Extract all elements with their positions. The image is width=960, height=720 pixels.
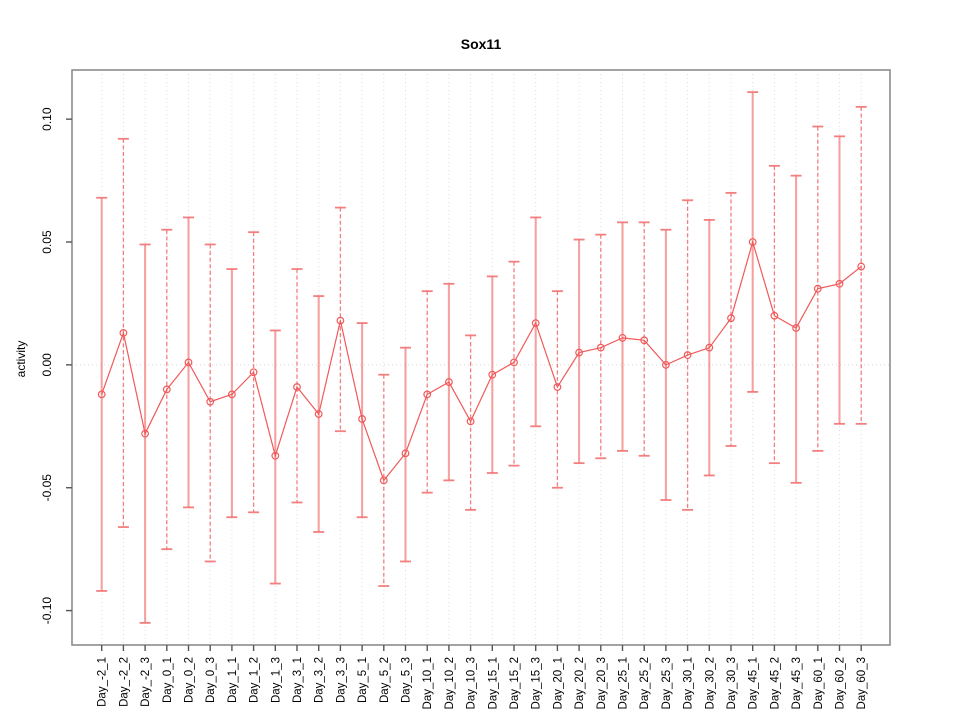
x-tick-label: Day_10_2	[444, 657, 456, 709]
x-tick-label: Day_0_1	[162, 657, 174, 703]
x-tick-label: Day_15_3	[531, 657, 543, 709]
x-tick-label: Day_45_1	[748, 657, 760, 709]
x-tick-label: Day_3_2	[314, 657, 326, 703]
x-tick-label: Day_15_2	[509, 657, 521, 709]
data-point	[358, 415, 367, 423]
x-tick-label: Day_60_2	[835, 657, 847, 709]
x-tick-label: Day_45_2	[769, 657, 781, 709]
data-point	[97, 390, 106, 399]
data-point	[662, 360, 670, 369]
data-point	[553, 383, 562, 391]
error-bars	[96, 91, 867, 624]
data-point	[792, 324, 800, 332]
data-point	[271, 451, 280, 460]
data-point	[227, 390, 236, 399]
data-point	[379, 476, 388, 485]
x-tick-label: Day_5_3	[401, 657, 413, 703]
x-tick-label: Day_30_1	[683, 657, 695, 709]
data-point	[336, 316, 345, 325]
series-line	[101, 239, 862, 482]
data-point	[423, 390, 432, 399]
data-point	[488, 370, 497, 379]
data-point	[466, 417, 475, 426]
x-tick-label: Day_20_2	[574, 657, 586, 709]
data-point	[401, 449, 410, 458]
x-tick-label: Day_3_3	[335, 657, 347, 703]
data-point	[748, 238, 757, 246]
x-tick-label: Day_20_1	[552, 657, 564, 709]
x-tick-label: Day_10_1	[422, 657, 434, 709]
x-tick-label: Day_25_3	[661, 657, 673, 709]
data-point	[162, 385, 171, 394]
x-tick-label: Day_20_3	[596, 657, 608, 709]
x-tick-label: Day_0_3	[205, 657, 217, 703]
x-tick-label: Day_-2_3	[140, 657, 152, 707]
x-tick-label: Day_1_2	[249, 657, 261, 703]
x-tick-label: Day_-2_2	[118, 657, 130, 707]
x-tick-label: Day_3_1	[292, 657, 304, 703]
x-tick-label: Day_30_2	[704, 657, 716, 709]
data-point	[705, 343, 714, 352]
data-point	[575, 348, 583, 357]
x-tick-label: Day_5_1	[357, 657, 369, 703]
data-point	[293, 383, 301, 391]
data-point	[835, 279, 844, 288]
x-tick-label: Day_60_3	[856, 657, 868, 709]
x-axis: Day_-2_1 Day_-2_2 Day_-2_3 Day_0_1 Day_0_2 Da…	[97, 645, 868, 709]
data-point	[640, 336, 649, 345]
gridlines	[72, 70, 890, 645]
x-tick-label: Day_45_3	[791, 657, 803, 709]
x-tick-label: Day_-2_1	[97, 657, 109, 707]
data-point	[119, 329, 128, 337]
x-tick-label: Day_30_3	[726, 657, 738, 709]
data-point	[683, 351, 692, 359]
data-point	[531, 319, 540, 327]
y-tick-label: -0.10	[40, 597, 54, 625]
y-tick-label: 0.10	[40, 107, 54, 131]
x-tick-label: Day_25_2	[639, 657, 651, 709]
data-point	[770, 311, 779, 320]
x-tick-label: Day_1_3	[270, 657, 282, 703]
data-point	[857, 262, 866, 271]
x-tick-label: Day_1_1	[227, 657, 239, 703]
data-points	[97, 238, 866, 485]
plot-frame	[71, 69, 891, 646]
x-tick-label: Day_0_2	[184, 657, 196, 703]
data-point	[618, 333, 627, 342]
data-point	[596, 343, 605, 352]
chart-title: Sox11	[460, 36, 502, 52]
x-tick-label: Day_5_2	[379, 657, 391, 703]
data-point	[813, 284, 822, 293]
data-point	[510, 358, 518, 367]
data-point	[249, 368, 258, 377]
data-point	[206, 397, 215, 406]
data-point	[184, 358, 193, 367]
data-point	[314, 410, 323, 418]
data-point	[141, 429, 150, 438]
y-axis: -0.10 -0.05 0.00 0.05 0.10	[40, 107, 72, 624]
data-point	[445, 378, 453, 386]
x-tick-label: Day_10_3	[466, 657, 478, 709]
x-tick-label: Day_15_1	[487, 657, 499, 709]
y-tick-label: 0.05	[40, 230, 54, 254]
y-tick-label: -0.05	[40, 474, 54, 502]
y-tick-label: 0.00	[40, 353, 54, 377]
x-tick-label: Day_60_1	[813, 657, 825, 709]
x-tick-label: Day_25_1	[618, 657, 630, 709]
data-point	[727, 314, 735, 323]
